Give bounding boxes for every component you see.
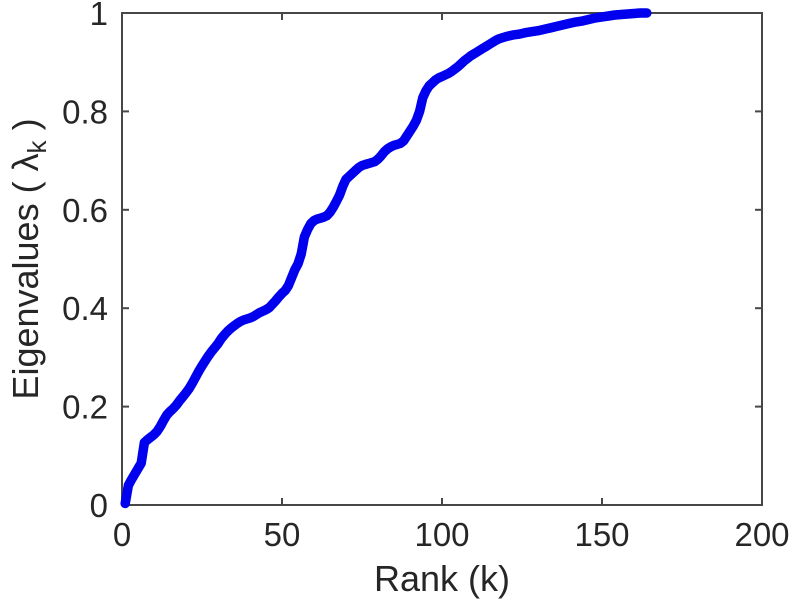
y-tick-label: 0.8 bbox=[62, 93, 108, 130]
y-tick-label: 1 bbox=[90, 0, 108, 32]
x-tick-label: 200 bbox=[734, 516, 789, 553]
axis-ticks bbox=[121, 12, 763, 506]
y-axis-label-close: ) bbox=[5, 118, 46, 140]
x-axis-label: Rank (k) bbox=[374, 558, 510, 599]
y-axis-label: Eigenvalues ( λk ) bbox=[5, 118, 52, 399]
y-tick-label: 0.6 bbox=[62, 192, 108, 229]
series-layer bbox=[120, 8, 652, 509]
y-tick-label: 0.2 bbox=[62, 389, 108, 426]
x-tick-label: 100 bbox=[414, 516, 469, 553]
x-tick-label: 150 bbox=[574, 516, 629, 553]
axis-tick-labels: 0 50 100 150 200 0 0.2 0.4 0.6 0.8 1 bbox=[62, 0, 789, 553]
x-tick-label: 50 bbox=[264, 516, 301, 553]
x-tick-label: 0 bbox=[113, 516, 131, 553]
y-axis-label-main: Eigenvalues ( λ bbox=[5, 153, 46, 399]
cumulative-eigenvalue-spectrum-curve bbox=[120, 8, 652, 509]
y-tick-label: 0 bbox=[90, 487, 108, 524]
plot-box bbox=[121, 12, 763, 506]
y-tick-label: 0.4 bbox=[62, 290, 108, 327]
y-axis-label-subscript: k bbox=[22, 139, 52, 153]
